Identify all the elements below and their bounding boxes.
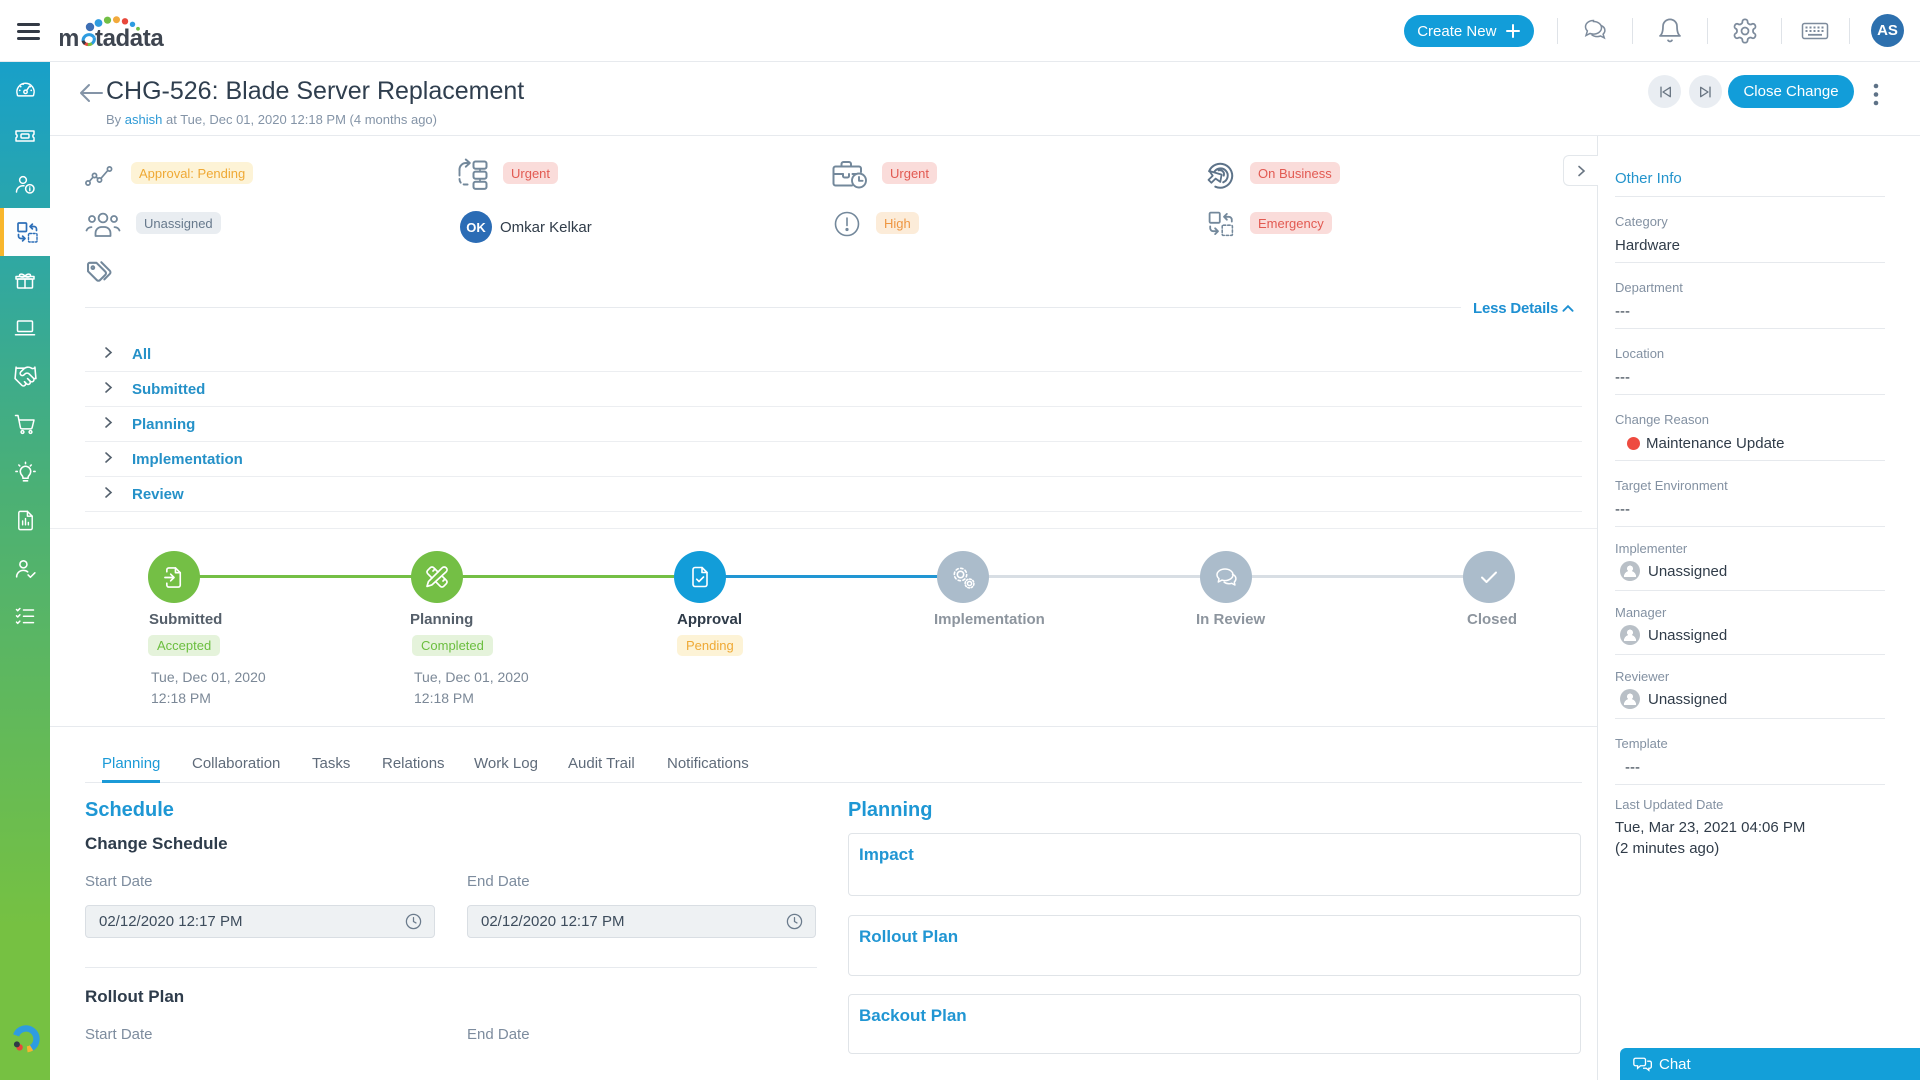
svg-text:m: m [60,25,79,52]
svg-text:tadata: tadata [95,25,164,52]
